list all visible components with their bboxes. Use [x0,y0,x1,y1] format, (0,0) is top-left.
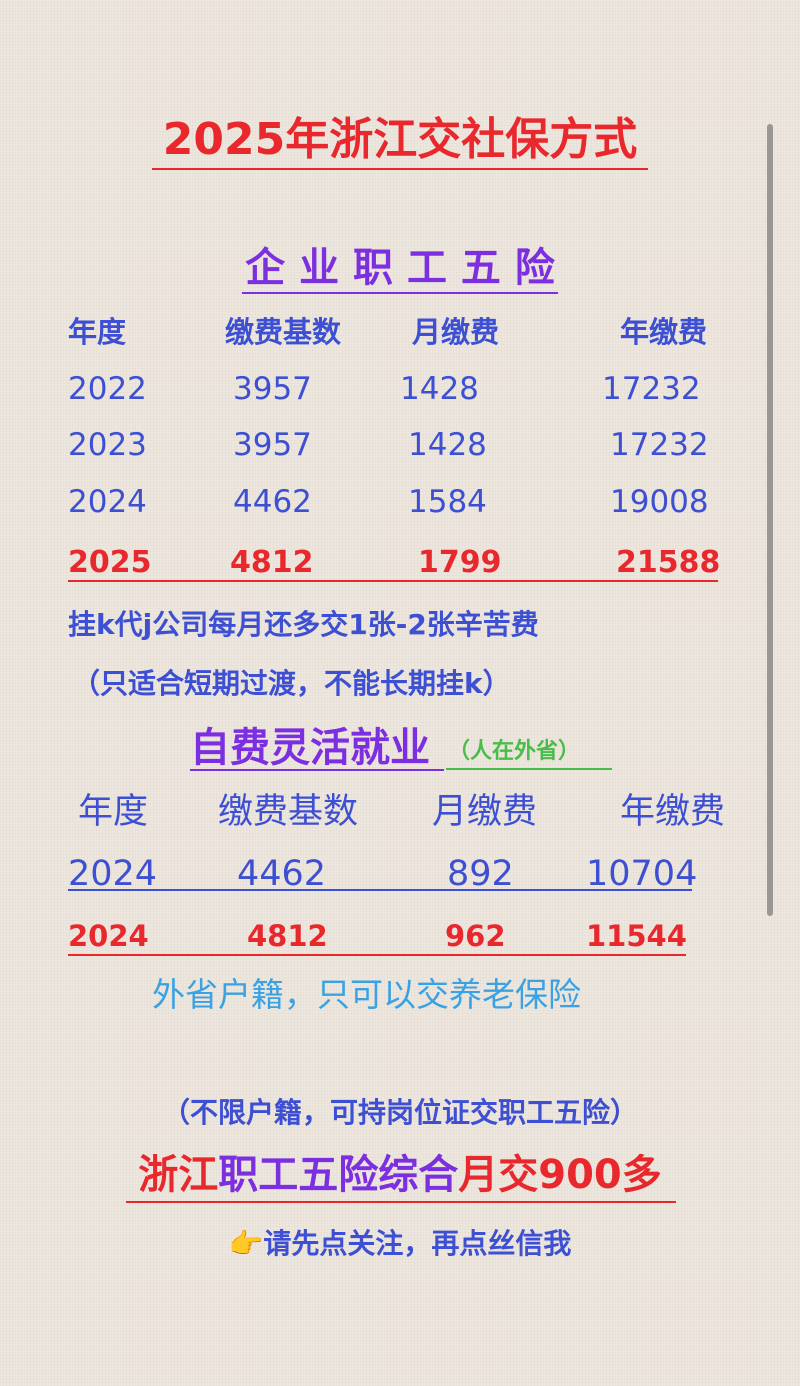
highlight-underline [68,954,686,956]
section1-note: （只适合短期过渡，不能长期挂k） [72,667,511,700]
table-cell: 1584 [408,484,487,520]
highlight-cell: 21588 [616,545,721,580]
column-header: 月缴费 [432,792,538,832]
subheading-underline [446,768,612,770]
highlight-cell: 2024 [68,919,149,953]
column-header: 年度 [68,315,127,349]
column-header: 年缴费 [620,792,726,832]
highlight-cell: 11544 [586,919,687,953]
table-cell: 2023 [68,427,147,463]
section2-note: 外省户籍，只可以交养老保险 [152,975,581,1014]
headline-part: 月交900多 [458,1152,662,1198]
table-cell: 19008 [610,484,709,520]
table-cell: 10704 [586,854,698,894]
table-cell: 3957 [233,371,312,407]
table-cell: 892 [447,854,514,894]
section2-underline [190,769,444,771]
table-cell: 1428 [400,371,479,407]
row-underline [68,889,692,891]
highlight-cell: 1799 [418,545,502,580]
section1-note: 挂k代j公司每月还多交1张-2张辛苦费 [68,608,539,641]
section2-heading: 自费灵活就业 [190,725,430,771]
table-cell: 2024 [68,854,158,894]
scrollbar[interactable] [767,124,773,916]
table-cell: 2024 [68,484,147,520]
table-cell: 4462 [233,484,312,520]
column-header: 月缴费 [412,315,500,349]
follow-text: 请先点关注，再点丝信我 [263,1227,572,1260]
column-header: 年度 [78,792,149,832]
highlight-cell: 4812 [230,545,314,580]
section1-heading: 企 业 职 工 五 险 [245,245,555,291]
follow-prompt: 👉请先点关注，再点丝信我 [0,1230,800,1258]
section1-underline [242,292,558,294]
table-cell: 2022 [68,371,147,407]
table-cell: 17232 [610,427,709,463]
footer-headline: 浙江职工五险综合月交900多 [0,1155,800,1195]
table-cell: 3957 [233,427,312,463]
highlight-underline [68,580,718,582]
table-cell: 17232 [602,371,701,407]
highlight-cell: 4812 [247,919,328,953]
highlight-cell: 962 [445,919,506,953]
table-cell: 4462 [237,854,327,894]
highlight-cell: 2025 [68,545,152,580]
footer-note: （不限户籍，可持岗位证交职工五险） [161,1096,638,1129]
headline-underline [126,1201,676,1203]
column-header: 缴费基数 [218,792,359,832]
title-underline [152,168,648,170]
page-title: 2025年浙江交社保方式 [162,114,638,165]
headline-part: 职工五险综合 [218,1152,459,1198]
headline-part: 浙江 [138,1152,219,1198]
section2-subheading: （人在外省） [448,739,581,764]
table-cell: 1428 [408,427,487,463]
pointing-hand-icon: 👉 [228,1227,264,1260]
column-header: 年缴费 [620,315,708,349]
column-header: 缴费基数 [225,315,342,349]
